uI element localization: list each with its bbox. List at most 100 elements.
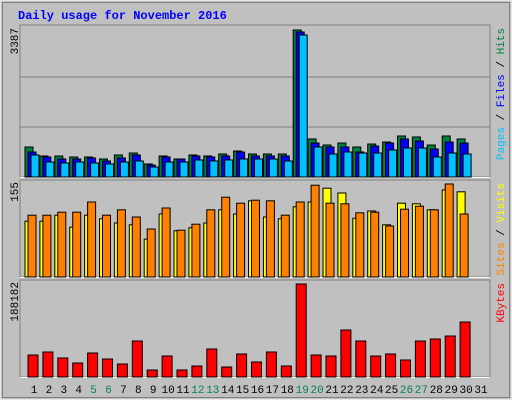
bar: [236, 202, 246, 278]
bar: [414, 340, 426, 378]
bar: [191, 365, 203, 378]
bar: [373, 152, 383, 178]
x-tick-label: 6: [105, 385, 112, 397]
legend-entry: Sites: [496, 242, 508, 275]
bar: [134, 160, 144, 178]
bar: [280, 365, 292, 378]
bar: [414, 205, 424, 278]
bar: [105, 163, 114, 178]
bar: [161, 355, 173, 378]
bar: [251, 361, 262, 378]
x-tick-label: 13: [206, 385, 219, 397]
bar: [385, 225, 395, 278]
bar: [176, 369, 188, 378]
x-tick-label: 25: [385, 385, 398, 397]
bar: [403, 147, 412, 178]
bar: [370, 355, 382, 378]
bar: [254, 158, 263, 178]
legend-entry: Files: [496, 74, 508, 107]
bar: [313, 146, 323, 178]
bar: [131, 216, 141, 278]
bar: [239, 158, 249, 178]
x-tick-label: 19: [296, 385, 309, 397]
x-tick-label: 16: [251, 385, 264, 397]
bar: [447, 152, 457, 178]
bar: [295, 283, 307, 378]
bar: [57, 211, 67, 278]
legend-separator: /: [496, 223, 508, 243]
legend-entry: Pages: [496, 127, 508, 160]
x-tick-label: 5: [90, 385, 97, 397]
y-tick-label: 188182: [10, 282, 22, 322]
bar: [417, 147, 427, 178]
legend-entry: Hits: [496, 28, 508, 54]
bar: [194, 159, 204, 178]
bar: [325, 202, 335, 278]
bar: [146, 369, 158, 378]
x-tick-label: 10: [161, 385, 174, 397]
bar: [355, 340, 367, 378]
bar: [358, 152, 368, 178]
x-tick-label: 18: [281, 385, 294, 397]
bar: [251, 199, 260, 278]
x-tick-label: 17: [266, 385, 279, 397]
bar: [221, 366, 233, 378]
x-tick-label: 2: [46, 385, 53, 397]
bar: [206, 348, 218, 378]
bar: [328, 153, 338, 178]
x-tick-label: 14: [221, 385, 235, 397]
x-tick-label: 20: [310, 385, 323, 397]
bar: [280, 214, 290, 278]
bar: [116, 209, 126, 278]
bar: [298, 34, 308, 178]
x-tick-label: 3: [60, 385, 67, 397]
x-tick-label: 29: [445, 385, 458, 397]
bar: [57, 357, 69, 378]
bar: [30, 154, 40, 178]
bar: [27, 214, 37, 278]
bar: [429, 338, 441, 378]
x-tick-label: 7: [120, 385, 127, 397]
bar: [45, 161, 55, 178]
bar: [429, 209, 439, 278]
bar: [444, 335, 456, 378]
bar: [102, 214, 111, 278]
bar: [191, 223, 201, 278]
x-tick-label: 9: [150, 385, 157, 397]
bar: [102, 358, 113, 378]
bar: [295, 201, 305, 278]
bar: [459, 213, 469, 278]
x-tick-label: 8: [135, 385, 142, 397]
bar: [388, 149, 398, 178]
chart-title: Daily usage for November 2016: [18, 9, 227, 23]
x-tick-label: 30: [459, 385, 472, 397]
x-tick-label: 24: [370, 385, 384, 397]
x-tick-label: 23: [355, 385, 368, 397]
bar: [146, 228, 156, 278]
bar: [75, 161, 85, 178]
bar: [444, 183, 454, 278]
bar: [42, 214, 52, 278]
x-tick-label: 11: [176, 385, 190, 397]
bar: [355, 212, 365, 278]
legend: Pages / Files / Hits: [496, 28, 508, 160]
bar: [42, 351, 54, 378]
bar: [221, 196, 231, 278]
bar: [310, 184, 320, 278]
legend-entry: Visits: [496, 183, 508, 223]
bar: [385, 353, 397, 378]
bar: [72, 362, 84, 378]
x-tick-label: 1: [31, 385, 38, 397]
bar: [265, 200, 275, 278]
bar: [265, 351, 277, 378]
x-tick-label: 27: [415, 385, 428, 397]
bar: [236, 353, 248, 378]
bar: [60, 162, 70, 178]
bar: [370, 211, 380, 278]
bar: [161, 207, 171, 278]
legend-separator: /: [496, 107, 508, 127]
bar: [325, 355, 337, 378]
legend-separator: /: [496, 54, 508, 74]
